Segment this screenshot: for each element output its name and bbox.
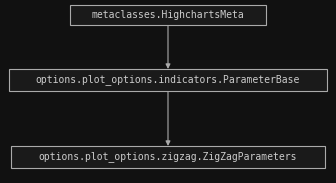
Text: options.plot_options.indicators.ParameterBase: options.plot_options.indicators.Paramete… <box>36 74 300 85</box>
Text: options.plot_options.zigzag.ZigZagParameters: options.plot_options.zigzag.ZigZagParame… <box>39 152 297 163</box>
FancyBboxPatch shape <box>11 146 325 168</box>
FancyBboxPatch shape <box>70 5 266 25</box>
FancyBboxPatch shape <box>9 69 327 91</box>
Text: metaclasses.HighchartsMeta: metaclasses.HighchartsMeta <box>92 10 244 20</box>
